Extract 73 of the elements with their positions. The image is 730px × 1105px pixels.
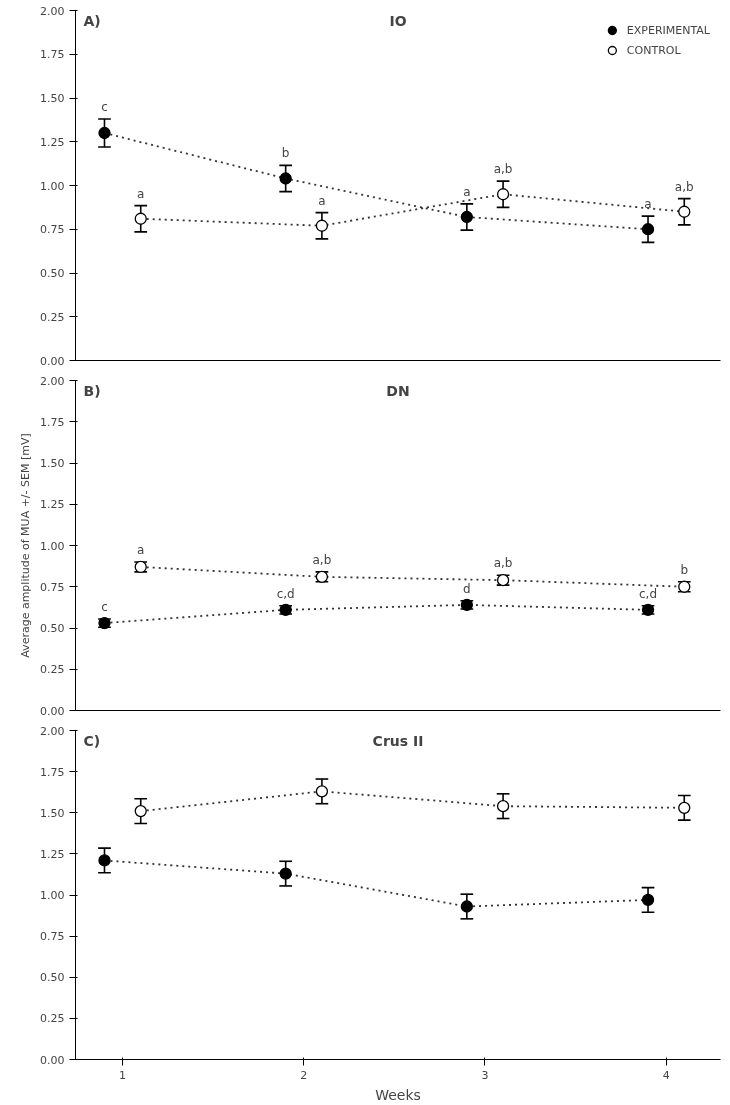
y-tick-label: 1.50 — [40, 457, 65, 470]
annotation: b — [680, 562, 689, 577]
annotation: a,b — [674, 179, 694, 194]
chart-title: IO — [389, 12, 407, 29]
point — [641, 893, 655, 907]
y-tick-label: 1.50 — [40, 806, 65, 820]
annotation: b — [281, 146, 290, 161]
y-tick-label: 0.75 — [40, 930, 65, 944]
annotation: c — [101, 100, 108, 114]
y-tick-label: 0.25 — [40, 1012, 65, 1026]
annotation: a — [644, 197, 652, 212]
y-tick-label: 1.00 — [40, 539, 65, 553]
y-tick-label: 2.00 — [40, 4, 65, 18]
chart-title: Crus II — [372, 732, 424, 749]
y-tick-label: 0.50 — [40, 622, 65, 635]
annotation: a — [137, 543, 145, 557]
annotation: a,b — [312, 552, 332, 567]
y-tick-label: 0.00 — [40, 354, 65, 368]
point — [315, 219, 329, 232]
point — [134, 212, 147, 225]
y-tick-label: 1.25 — [40, 847, 65, 861]
y-tick-label: 2.00 — [40, 374, 65, 388]
point — [98, 126, 111, 140]
chart-title: DN — [386, 382, 410, 399]
annotation: A) — [83, 12, 101, 29]
annotation: c,d — [276, 586, 295, 601]
x-axis-title: Weeks — [375, 1086, 421, 1103]
point — [641, 223, 655, 236]
y-tick-label: 0.00 — [40, 1053, 65, 1067]
y-tick-label: 1.00 — [40, 179, 65, 193]
y-axis-title: Average amplitude of MUA +/- SEM [mV] — [19, 433, 33, 658]
y-tick-label: 0.25 — [40, 663, 65, 677]
point — [460, 900, 473, 913]
y-tick-label: 1.75 — [40, 765, 65, 779]
y-tick-label: 1.00 — [40, 889, 65, 902]
y-tick-label: 1.25 — [40, 135, 65, 149]
point — [496, 800, 510, 813]
y-tick-label: 2.00 — [40, 724, 65, 738]
x-tick-label: 3 — [481, 1068, 489, 1082]
annotation: c,d — [639, 586, 658, 601]
point — [134, 804, 147, 818]
annotation: B) — [83, 382, 101, 399]
y-tick-label: 0.75 — [40, 223, 65, 237]
y-tick-label: 0.50 — [40, 267, 65, 280]
legend-label: EXPERIMENTAL — [626, 23, 710, 37]
annotation: a — [318, 193, 326, 208]
annotation: c — [101, 599, 108, 614]
point — [279, 867, 292, 880]
annotation: d — [463, 581, 471, 596]
legend-label: CONTROL — [626, 43, 681, 57]
point — [279, 172, 292, 185]
point — [496, 188, 510, 201]
annotation: a,b — [493, 556, 513, 571]
point — [315, 785, 329, 798]
y-tick-label: 1.25 — [40, 498, 65, 512]
x-tick-label: 1 — [119, 1068, 127, 1082]
point — [460, 210, 473, 224]
y-tick-label: 1.75 — [40, 48, 65, 62]
x-tick-label: 4 — [662, 1068, 670, 1082]
y-tick-label: 0.00 — [40, 704, 65, 718]
y-tick-label: 0.25 — [40, 310, 65, 324]
y-tick-label: 0.50 — [40, 971, 65, 985]
y-tick-label: 1.50 — [40, 92, 65, 105]
annotation: C) — [83, 732, 101, 749]
x-tick-label: 2 — [300, 1068, 308, 1082]
annotation: a — [137, 186, 145, 201]
annotation: a,b — [493, 162, 513, 177]
y-tick-label: 1.75 — [40, 415, 65, 429]
point — [678, 205, 691, 218]
point — [678, 801, 691, 814]
point — [98, 854, 111, 867]
annotation: a — [463, 184, 471, 199]
y-tick-label: 0.75 — [40, 580, 65, 594]
